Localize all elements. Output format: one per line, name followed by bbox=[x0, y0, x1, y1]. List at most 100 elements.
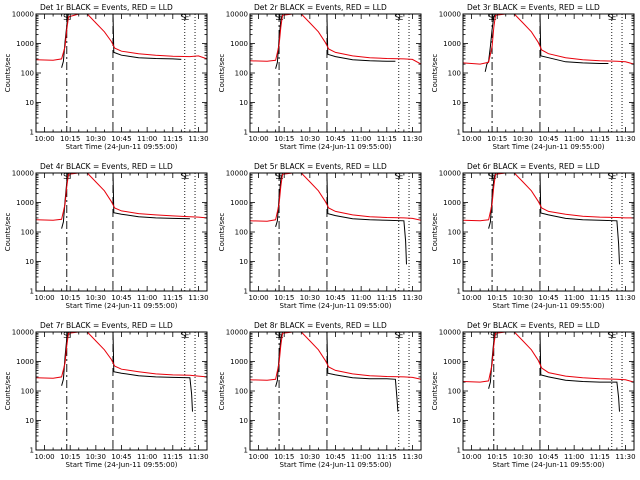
x-tick-label: 11:15 bbox=[163, 294, 183, 302]
flag-glyph: S bbox=[63, 172, 68, 181]
x-tick-label: 11:00 bbox=[137, 294, 157, 302]
flag-glyph: E bbox=[611, 172, 616, 181]
lld-series-line bbox=[35, 13, 208, 61]
x-tick-label: 11:00 bbox=[564, 135, 584, 143]
y-tick-label: 10 bbox=[452, 417, 461, 425]
flag-glyph: E bbox=[66, 13, 71, 22]
panel-title: Det 1r BLACK = Events, RED = LLD bbox=[40, 3, 173, 12]
flag-glyph: E bbox=[611, 331, 616, 340]
panel-title: Det 4r BLACK = Events, RED = LLD bbox=[40, 162, 173, 171]
x-tick-label: 10:00 bbox=[461, 294, 481, 302]
y-tick-label: 1000 bbox=[443, 40, 461, 48]
x-tick-label: 10:30 bbox=[300, 294, 320, 302]
panel-title: Det 8r BLACK = Events, RED = LLD bbox=[254, 321, 387, 330]
flag-glyph: S bbox=[608, 172, 613, 181]
y-tick-label: 10 bbox=[452, 99, 461, 107]
flag-glyph: S bbox=[63, 331, 68, 340]
flag-glyph: E bbox=[66, 331, 71, 340]
y-tick-label: 100 bbox=[448, 388, 461, 396]
x-tick-label: 11:15 bbox=[377, 294, 397, 302]
y-tick-label: 10000 bbox=[439, 11, 461, 19]
x-tick-label: 10:15 bbox=[60, 294, 80, 302]
x-tick-label: 10:15 bbox=[487, 294, 507, 302]
flag-glyph: E bbox=[184, 13, 189, 22]
x-tick-label: 10:45 bbox=[538, 135, 558, 143]
x-tick-label: 10:15 bbox=[60, 453, 80, 461]
x-axis-title: Start Time (24-Jun-11 09:55:00) bbox=[280, 461, 392, 469]
flag-glyph: S bbox=[395, 13, 400, 22]
y-axis-title: Counts/sec bbox=[218, 372, 226, 411]
x-tick-label: 10:15 bbox=[487, 135, 507, 143]
x-tick-label: 11:00 bbox=[351, 294, 371, 302]
y-axis-title: Counts/sec bbox=[431, 54, 439, 93]
x-tick-label: 11:30 bbox=[402, 294, 422, 302]
y-tick-label: 10000 bbox=[12, 11, 34, 19]
x-tick-label: 11:15 bbox=[590, 453, 610, 461]
x-axis-title: Start Time (24-Jun-11 09:55:00) bbox=[280, 143, 392, 151]
flag-glyph: S bbox=[181, 331, 186, 340]
x-tick-label: 10:00 bbox=[34, 453, 54, 461]
x-tick-label: 10:00 bbox=[248, 294, 268, 302]
x-tick-label: 10:45 bbox=[111, 453, 131, 461]
y-tick-label: 10 bbox=[25, 417, 34, 425]
y-axis-title: Counts/sec bbox=[431, 213, 439, 252]
x-axis-title: Start Time (24-Jun-11 09:55:00) bbox=[493, 302, 605, 310]
lld-series-line bbox=[35, 331, 208, 379]
panel-title: Det 2r BLACK = Events, RED = LLD bbox=[254, 3, 387, 12]
y-tick-label: 1 bbox=[457, 447, 461, 455]
x-tick-label: 11:00 bbox=[564, 294, 584, 302]
y-tick-label: 1 bbox=[30, 129, 34, 137]
x-axis-title: Start Time (24-Jun-11 09:55:00) bbox=[66, 143, 178, 151]
events-series-line bbox=[61, 331, 193, 412]
y-axis-title: Counts/sec bbox=[4, 372, 12, 411]
y-axis-title: Counts/sec bbox=[4, 213, 12, 252]
y-tick-label: 1 bbox=[244, 447, 248, 455]
x-tick-label: 11:00 bbox=[137, 453, 157, 461]
flag-glyph: S bbox=[395, 172, 400, 181]
y-tick-label: 10 bbox=[25, 258, 34, 266]
x-tick-label: 11:15 bbox=[163, 135, 183, 143]
x-tick-label: 10:45 bbox=[111, 294, 131, 302]
flag-glyph: S bbox=[181, 172, 186, 181]
x-tick-label: 11:15 bbox=[377, 135, 397, 143]
y-tick-label: 100 bbox=[448, 70, 461, 78]
y-tick-label: 1 bbox=[30, 447, 34, 455]
lld-series-line bbox=[462, 331, 635, 383]
x-tick-label: 10:15 bbox=[274, 294, 294, 302]
flag-glyph: E bbox=[398, 172, 403, 181]
y-tick-label: 100 bbox=[21, 229, 34, 237]
x-tick-label: 11:15 bbox=[590, 294, 610, 302]
y-tick-label: 10 bbox=[239, 99, 248, 107]
x-tick-label: 11:30 bbox=[188, 135, 208, 143]
flag-glyph: S bbox=[63, 13, 68, 22]
flag-glyph: S bbox=[488, 172, 493, 181]
y-tick-label: 10 bbox=[452, 258, 461, 266]
x-axis-title: Start Time (24-Jun-11 09:55:00) bbox=[66, 302, 178, 310]
y-tick-label: 1000 bbox=[443, 199, 461, 207]
flag-glyph: S bbox=[275, 172, 280, 181]
events-series-line bbox=[488, 331, 620, 412]
flag-glyph: E bbox=[398, 331, 403, 340]
y-tick-label: 1 bbox=[457, 288, 461, 296]
plot-frame bbox=[35, 331, 208, 451]
x-tick-label: 11:00 bbox=[351, 135, 371, 143]
y-axis-title: Counts/sec bbox=[4, 54, 12, 93]
y-tick-label: 100 bbox=[235, 388, 248, 396]
x-tick-label: 10:30 bbox=[300, 135, 320, 143]
x-tick-label: 10:30 bbox=[86, 453, 106, 461]
panel-title: Det 7r BLACK = Events, RED = LLD bbox=[40, 321, 173, 330]
flag-glyph: S bbox=[490, 331, 495, 340]
x-tick-label: 11:30 bbox=[615, 453, 635, 461]
plot-frame bbox=[249, 172, 422, 292]
y-tick-label: 10 bbox=[239, 258, 248, 266]
x-tick-label: 10:45 bbox=[538, 294, 558, 302]
y-tick-label: 1 bbox=[457, 129, 461, 137]
plot-frame bbox=[249, 331, 422, 451]
x-axis-title: Start Time (24-Jun-11 09:55:00) bbox=[493, 143, 605, 151]
panel-title: Det 3r BLACK = Events, RED = LLD bbox=[467, 3, 600, 12]
